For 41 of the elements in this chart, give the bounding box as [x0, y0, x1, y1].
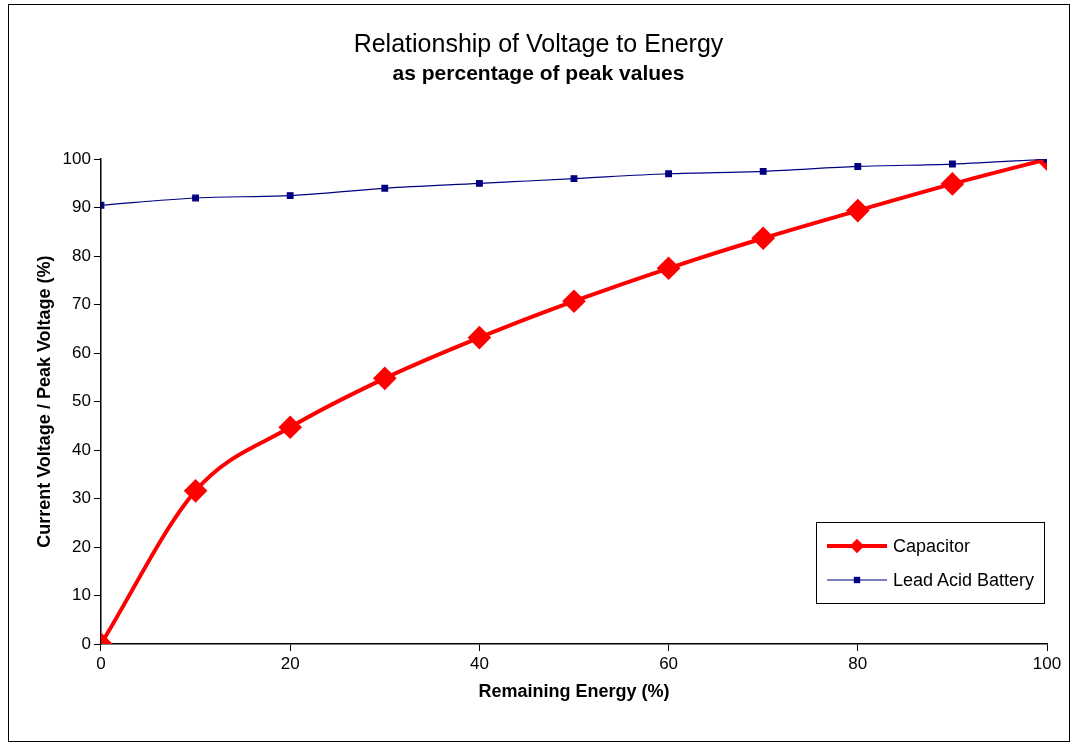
point	[381, 184, 389, 192]
y-tick-label: 50	[72, 391, 91, 411]
y-tick-label: 30	[72, 488, 91, 508]
legend-label: Lead Acid Battery	[893, 569, 1035, 591]
y-tick-label: 60	[72, 342, 91, 362]
point	[759, 167, 767, 175]
point	[941, 172, 964, 195]
x-tick-label: 40	[469, 653, 489, 673]
chart-title: Relationship of Voltage to Energy	[353, 28, 724, 57]
x-tick-label: 60	[659, 653, 679, 673]
y-tick-label: 0	[81, 633, 91, 653]
point	[854, 163, 862, 170]
legend-label: Capacitor	[893, 535, 971, 557]
point	[665, 170, 673, 178]
point	[468, 326, 491, 349]
x-tick-label: 100	[1032, 653, 1062, 673]
x-tick-label: 0	[96, 653, 106, 673]
point	[657, 257, 680, 280]
y-tick-label: 40	[72, 439, 91, 459]
point	[752, 227, 775, 250]
point	[373, 367, 396, 390]
y-tick-label: 80	[72, 245, 91, 265]
point	[846, 199, 869, 222]
point	[279, 416, 302, 439]
y-tick-label: 90	[72, 197, 91, 217]
point	[184, 479, 207, 502]
y-tick-label: 10	[72, 585, 91, 605]
chart-subtitle: as percentage of peak values	[392, 61, 685, 85]
point	[562, 290, 585, 313]
point	[948, 160, 956, 168]
y-axis-title: Current Voltage / Peak Voltage (%)	[33, 255, 54, 548]
point	[475, 180, 483, 187]
point	[286, 192, 294, 199]
point	[570, 175, 578, 183]
y-tick-label: 20	[72, 536, 91, 556]
x-axis-title: Remaining Energy (%)	[478, 681, 670, 702]
y-tick-label: 100	[62, 148, 91, 168]
x-tick-label: 20	[280, 653, 300, 673]
y-tick-label: 70	[72, 294, 91, 314]
x-tick-label: 80	[848, 653, 868, 673]
point	[192, 194, 199, 202]
